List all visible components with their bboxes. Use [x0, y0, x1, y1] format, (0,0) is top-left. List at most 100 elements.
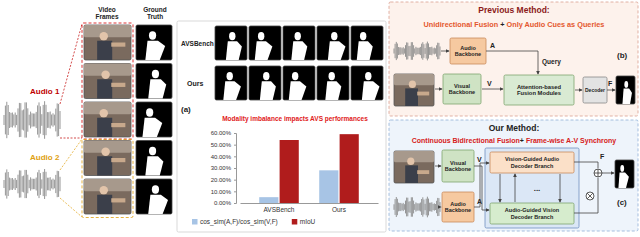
panel-b: Previous Method:Unidirectional Fusion + … [389, 2, 638, 116]
text-line: Backbone [445, 166, 471, 172]
mask-body [148, 79, 166, 98]
mask-bg [351, 66, 383, 100]
frame-bg [84, 102, 131, 137]
waveform [394, 197, 440, 218]
mask-head [263, 72, 269, 80]
mask-bg [136, 64, 172, 99]
frame-head [407, 157, 414, 165]
text-line: Frames [95, 13, 119, 20]
mask [615, 160, 634, 188]
mask-body [289, 81, 307, 100]
figure: Audio 1Audio 2VideoFramesGroundTruthAVSB… [0, 0, 640, 237]
frame-head [100, 186, 108, 194]
operator-sign [587, 193, 593, 199]
mask-bg [317, 66, 349, 100]
connector [486, 51, 538, 52]
symbol: A [477, 198, 482, 205]
mask-bg [615, 160, 634, 188]
mask-head [295, 32, 301, 40]
mask [215, 26, 247, 60]
tick: 0.00% [214, 200, 236, 206]
tick: 50.00% [211, 142, 236, 148]
mask-bg [283, 66, 315, 100]
mask [136, 25, 172, 60]
frame-body [97, 156, 112, 175]
frame-body [405, 165, 418, 183]
panel-label: (b) [617, 51, 628, 60]
text-line: Fusion Modules [517, 90, 561, 96]
mask [249, 26, 281, 60]
frame-bg [84, 179, 131, 214]
mask-bg [317, 26, 349, 60]
arrow [441, 51, 449, 52]
row-label: AVSBench [181, 40, 214, 47]
mask-bg [215, 26, 247, 60]
mask [351, 26, 383, 60]
arrow [560, 174, 561, 202]
legend-label: cos_sim(A,F)/cos_sim(V,F) [200, 218, 278, 226]
audio-label: Audio 1 [30, 87, 60, 96]
box-label: VisualBackbone [449, 83, 475, 95]
tick: 30.00% [211, 165, 236, 171]
mask-bg [283, 26, 315, 60]
tick-label: 50.00% [211, 142, 232, 148]
bars [259, 134, 359, 203]
frame-head [100, 109, 108, 117]
text-line: Backbone [445, 207, 471, 213]
mask [136, 179, 172, 214]
tick: 10.00% [211, 189, 236, 195]
arrow [538, 51, 539, 74]
bar [259, 197, 278, 203]
arrow [515, 174, 516, 202]
symbol: F [608, 80, 613, 87]
chart-title: Modality imbalance impacts AVS performan… [222, 115, 368, 123]
text-line: Attention-based [517, 84, 562, 90]
tick-label: 10.00% [211, 189, 232, 195]
mask-head [360, 32, 366, 40]
frame-arm [111, 43, 125, 47]
headline-part: + [498, 20, 506, 29]
operator-sign [594, 169, 602, 177]
frame-body [97, 79, 112, 98]
video-frame [394, 151, 434, 183]
tick-mark [234, 168, 236, 169]
mask-body [291, 41, 307, 60]
headline-part: Unidirectional Fusion [424, 20, 499, 29]
headline: Unidirectional Fusion + Only Audio Cues … [424, 20, 605, 29]
box-label: Attention-basedFusion Modules [517, 84, 562, 97]
tick: AVSBench [264, 203, 295, 213]
text-line: Vision-Guided Audio [505, 156, 560, 162]
mask-head [227, 72, 233, 80]
mask-head [152, 185, 159, 193]
text-line: Decoder [585, 87, 605, 93]
mask [351, 66, 383, 100]
mask [136, 64, 172, 99]
panel-c: Our Method:Continuous Bidirectional Fusi… [389, 120, 638, 231]
arrow [435, 166, 441, 167]
bar [340, 134, 359, 203]
box-label: AudioBackbone [445, 201, 471, 213]
tick-mark [234, 180, 236, 181]
box-label: Vision-Guided AudioDecoder Branch [505, 156, 560, 168]
mask-body [362, 81, 380, 100]
tick: Ours [332, 203, 347, 213]
mask-body [328, 41, 346, 60]
text-line: Visual [454, 83, 471, 89]
mask-head [624, 81, 628, 88]
tick-mark [234, 203, 236, 204]
frame-body [97, 41, 112, 60]
frame-arm [111, 198, 125, 202]
mask [136, 102, 172, 137]
frame-body [405, 88, 418, 106]
legend-swatch [292, 219, 298, 225]
mask [317, 66, 349, 100]
y-axis: 0.00%10.00%20.00%30.00%40.00%50.00%60.00… [211, 130, 237, 206]
tick: 20.00% [211, 177, 236, 183]
mask-head [149, 31, 156, 39]
frame-body [97, 195, 112, 214]
tick: 40.00% [211, 154, 236, 160]
box-label: VisualBackbone [445, 160, 471, 172]
mask [616, 76, 635, 104]
text-line: Backbone [449, 89, 475, 95]
panel-label: (c) [617, 198, 627, 207]
